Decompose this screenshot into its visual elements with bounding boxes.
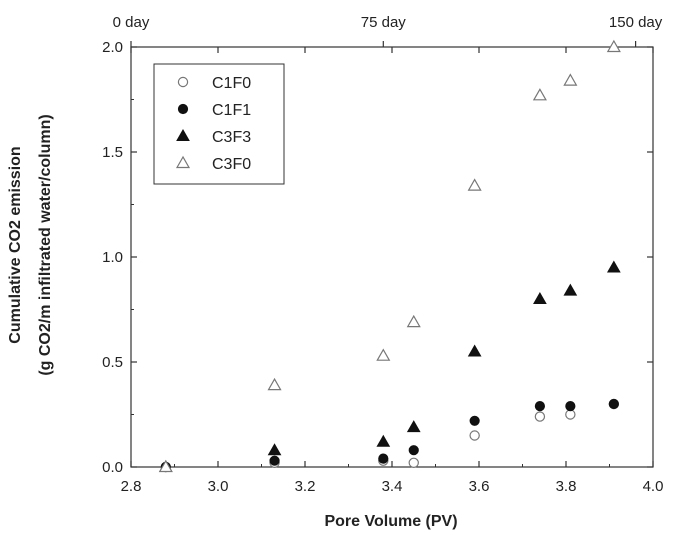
data-point	[563, 73, 578, 86]
data-point	[469, 430, 480, 441]
data-point	[269, 455, 280, 466]
legend-label: C3F3	[212, 129, 251, 146]
data-point	[267, 377, 282, 391]
data-point	[606, 39, 621, 53]
x-tick-label: 3.2	[295, 478, 316, 495]
data-point	[563, 283, 578, 296]
legend-box	[153, 63, 285, 185]
series-c3f3	[158, 260, 621, 472]
data-point	[532, 88, 547, 101]
y-tick-label: 1.0	[102, 249, 123, 266]
y-tick-label: 2.0	[102, 39, 123, 56]
series-c1f1	[160, 398, 619, 473]
top-axis-tick-label: 0 day	[113, 14, 150, 31]
legend-marker	[176, 128, 190, 141]
data-point	[267, 443, 282, 456]
legend-marker	[175, 155, 191, 169]
legend-marker	[177, 103, 189, 115]
series-c1f0	[160, 398, 620, 473]
data-point	[408, 457, 419, 468]
top-axis-tick-label: 150 day	[609, 14, 663, 31]
y-axis-title-line2: (g CO2/m infiltrated water/column)	[37, 114, 54, 375]
y-tick-label: 1.5	[102, 144, 123, 161]
data-point	[467, 344, 482, 357]
ticks-layer: 2.8 3.0 3.2 3.4 3.6 3.8 4.0 0.0 0.5 1.0 1.5 2.0 0 da…	[102, 14, 663, 495]
data-point	[467, 178, 482, 191]
x-tick-label: 4.0	[643, 478, 664, 495]
series-c3f0	[158, 39, 621, 473]
x-tick-label: 2.8	[121, 478, 142, 495]
y-tick-label: 0.0	[102, 459, 123, 476]
data-point	[406, 314, 421, 328]
legend-items: C1F0 C1F1 C3F3 C3F0	[175, 75, 251, 173]
data-point	[376, 434, 391, 447]
points-layer	[158, 39, 621, 473]
data-point	[376, 348, 391, 361]
data-point	[565, 401, 576, 412]
data-point	[469, 415, 480, 426]
legend: C1F0 C1F1 C3F3 C3F0	[153, 63, 285, 185]
data-point	[608, 398, 619, 410]
data-point	[565, 409, 576, 420]
legend-label: C3F0	[212, 156, 251, 173]
x-axis-title: Pore Volume (PV)	[324, 513, 457, 530]
data-point	[406, 420, 421, 433]
y-tick-label: 0.5	[102, 354, 123, 371]
data-point	[606, 260, 621, 273]
y-axis-title: Cumulative CO2 emission (g CO2/m infiltr…	[7, 114, 54, 375]
x-tick-label: 3.6	[469, 478, 490, 495]
x-tick-label: 3.8	[556, 478, 577, 495]
data-point	[534, 401, 546, 412]
legend-marker	[177, 76, 189, 88]
data-point	[408, 445, 419, 456]
data-point	[533, 291, 547, 304]
data-point	[378, 453, 389, 464]
x-tick-label: 3.0	[208, 478, 229, 495]
data-point	[534, 411, 546, 422]
x-tick-label: 3.4	[382, 478, 403, 495]
top-axis-tick-label: 75 day	[361, 14, 407, 31]
legend-label: C1F0	[212, 75, 251, 92]
legend-label: C1F1	[212, 102, 251, 119]
y-axis-title-line1: Cumulative CO2 emission	[7, 146, 24, 343]
data-point	[158, 459, 173, 473]
